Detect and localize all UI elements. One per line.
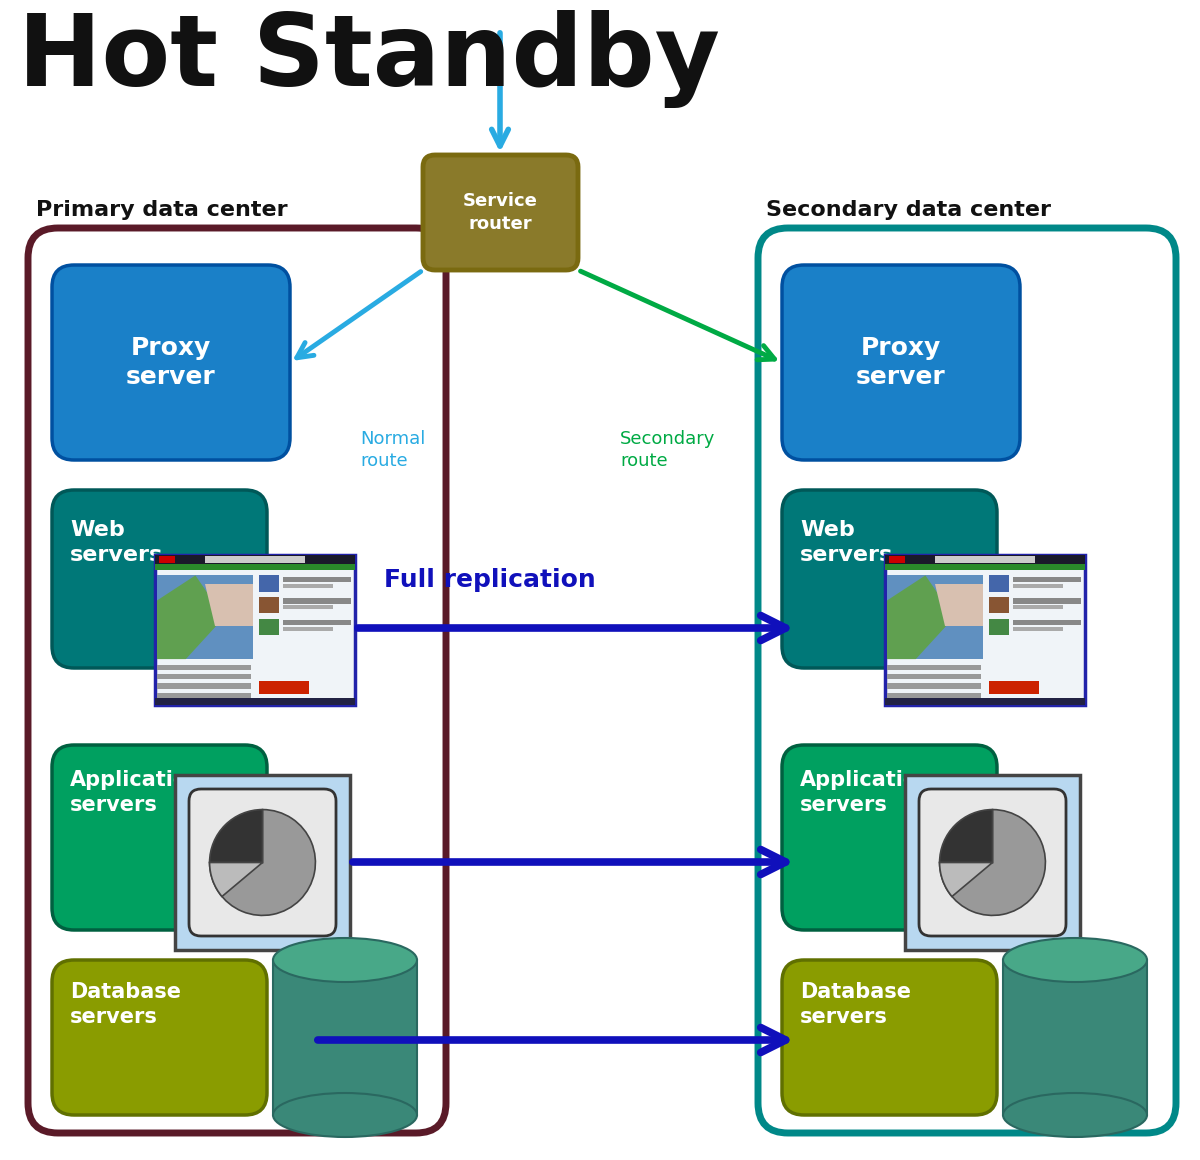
Bar	[887, 665, 982, 670]
Bar	[887, 683, 982, 689]
Bar	[283, 619, 352, 625]
Bar	[889, 557, 905, 563]
FancyBboxPatch shape	[782, 264, 1020, 461]
Polygon shape	[205, 583, 253, 625]
Bar	[1013, 626, 1063, 631]
Bar	[283, 606, 334, 609]
Bar	[259, 681, 310, 694]
Bar	[1013, 619, 1081, 625]
Text: Primary data center: Primary data center	[36, 200, 288, 220]
Bar	[1013, 583, 1063, 588]
FancyBboxPatch shape	[758, 229, 1176, 1133]
FancyBboxPatch shape	[424, 155, 578, 270]
Bar	[887, 575, 983, 659]
Polygon shape	[157, 575, 224, 659]
Bar	[274, 960, 418, 1115]
Bar	[283, 583, 334, 588]
Bar	[283, 599, 352, 603]
Text: Full replication: Full replication	[384, 568, 596, 592]
Bar	[989, 618, 1009, 635]
Bar	[259, 575, 278, 592]
Text: Proxy
server: Proxy server	[856, 335, 946, 390]
Wedge shape	[210, 863, 263, 897]
Text: Web
servers: Web servers	[800, 520, 893, 565]
FancyBboxPatch shape	[919, 789, 1066, 936]
Bar	[155, 554, 355, 705]
Bar	[157, 575, 253, 659]
FancyBboxPatch shape	[782, 745, 997, 930]
Bar	[259, 597, 278, 614]
Text: Hot Standby: Hot Standby	[18, 10, 720, 108]
Bar	[283, 577, 352, 582]
Bar	[157, 665, 251, 670]
Bar	[989, 597, 1009, 614]
Bar	[989, 681, 1039, 694]
FancyBboxPatch shape	[52, 264, 290, 461]
FancyBboxPatch shape	[782, 490, 997, 668]
Bar	[1013, 599, 1081, 603]
FancyBboxPatch shape	[52, 490, 266, 668]
Bar	[1013, 606, 1063, 609]
Wedge shape	[940, 810, 992, 863]
Wedge shape	[210, 810, 263, 863]
Bar	[935, 556, 1034, 563]
Bar	[283, 626, 334, 631]
Bar	[886, 554, 1085, 564]
Bar	[1003, 960, 1147, 1115]
Text: Proxy
server: Proxy server	[126, 335, 216, 390]
Text: Normal
route: Normal route	[360, 430, 425, 470]
Bar	[887, 674, 982, 680]
Bar	[989, 575, 1009, 592]
Ellipse shape	[1003, 938, 1147, 983]
Bar	[155, 554, 355, 564]
Bar	[905, 775, 1080, 950]
Bar	[158, 557, 175, 563]
Bar	[157, 683, 251, 689]
Bar	[175, 775, 350, 950]
FancyBboxPatch shape	[52, 960, 266, 1115]
Bar	[157, 674, 251, 680]
Ellipse shape	[274, 1093, 418, 1137]
Bar	[157, 693, 251, 698]
Bar	[1013, 577, 1081, 582]
Bar	[886, 697, 1085, 705]
FancyBboxPatch shape	[52, 745, 266, 930]
Text: Service
router: Service router	[462, 193, 538, 233]
Text: Database
servers: Database servers	[70, 983, 181, 1027]
Polygon shape	[887, 575, 954, 659]
Polygon shape	[935, 583, 983, 625]
Ellipse shape	[1003, 1093, 1147, 1137]
Bar	[205, 556, 305, 563]
Bar	[155, 697, 355, 705]
Text: Application
servers: Application servers	[70, 770, 203, 814]
Wedge shape	[210, 810, 316, 915]
Wedge shape	[940, 810, 1045, 915]
FancyBboxPatch shape	[190, 789, 336, 936]
Bar	[155, 564, 355, 570]
Bar	[887, 693, 982, 698]
Bar	[259, 618, 278, 635]
Bar	[886, 564, 1085, 570]
Text: Secondary
route: Secondary route	[620, 430, 715, 470]
Text: Web
servers: Web servers	[70, 520, 163, 565]
Ellipse shape	[274, 938, 418, 983]
Bar	[886, 554, 1085, 705]
FancyBboxPatch shape	[28, 229, 446, 1133]
Text: Secondary data center: Secondary data center	[766, 200, 1051, 220]
Text: Database
servers: Database servers	[800, 983, 911, 1027]
Wedge shape	[940, 863, 992, 897]
FancyBboxPatch shape	[782, 960, 997, 1115]
Text: Application
servers: Application servers	[800, 770, 934, 814]
